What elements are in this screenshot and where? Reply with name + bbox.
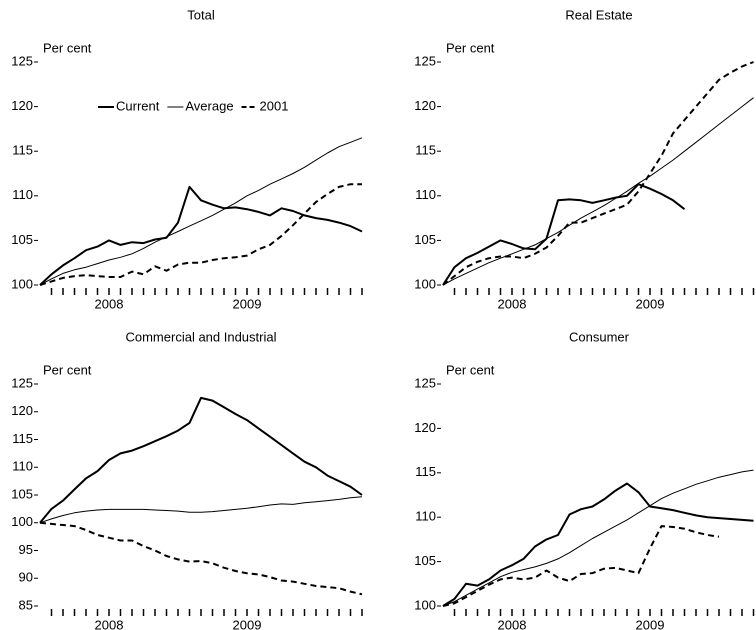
y-tick-label: 100 [414, 276, 436, 291]
y-axis-label: Per cent [43, 362, 92, 377]
y-tick-label: 115 [12, 143, 33, 158]
y-tick-label: 110 [415, 509, 436, 524]
series-line [442, 482, 754, 607]
y-tick-label: 120 [414, 98, 436, 113]
x-tick-label: 2009 [233, 617, 262, 630]
series-line [442, 183, 686, 286]
series-line [39, 396, 363, 524]
panel-title: Commercial and Industrial [125, 329, 276, 344]
y-tick-label: 105 [11, 486, 33, 501]
y-tick-label: 105 [414, 553, 436, 568]
panel-title: Real Estate [565, 7, 632, 22]
series-line [39, 496, 363, 524]
y-tick-label: 125 [414, 375, 436, 390]
y-tick-label: 125 [11, 375, 33, 390]
y-tick-label: 115 [12, 431, 33, 446]
x-tick-label: 2009 [636, 296, 665, 311]
y-tick-label: 115 [415, 464, 436, 479]
y-tick-label: 110 [12, 187, 33, 202]
series-line [39, 137, 363, 286]
series-line [442, 469, 754, 607]
x-tick-label: 2008 [498, 296, 527, 311]
y-tick-label: 95 [19, 542, 33, 557]
x-tick-label: 2008 [498, 617, 527, 630]
y-tick-label: 105 [11, 232, 33, 247]
series-line [39, 521, 363, 596]
series-line [442, 61, 754, 286]
y-tick-label: 85 [19, 597, 33, 612]
series-line [442, 97, 754, 286]
y-tick-label: 115 [415, 143, 436, 158]
series-line [39, 183, 362, 286]
x-tick-label: 2008 [95, 296, 124, 311]
series-line [39, 185, 363, 286]
y-tick-label: 120 [11, 98, 33, 113]
y-axis-label: Per cent [446, 362, 495, 377]
y-tick-label: 120 [11, 403, 33, 418]
y-tick-label: 110 [12, 459, 33, 474]
panel-title: Consumer [569, 329, 630, 344]
legend-label: 2001 [260, 98, 289, 113]
y-tick-label: 125 [414, 53, 436, 68]
y-axis-label: Per cent [43, 40, 92, 55]
y-axis-label: Per cent [446, 40, 495, 55]
y-tick-label: 105 [414, 232, 436, 247]
y-tick-label: 100 [11, 276, 33, 291]
panel-title: Total [187, 7, 215, 22]
legend-label: Average [185, 98, 233, 113]
y-tick-label: 100 [414, 597, 436, 612]
series-line [442, 525, 720, 607]
x-tick-label: 2008 [95, 617, 124, 630]
x-tick-label: 2009 [636, 617, 665, 630]
x-tick-label: 2009 [233, 296, 262, 311]
y-tick-label: 125 [11, 53, 33, 68]
y-tick-label: 90 [19, 570, 33, 585]
legend-label: Current [116, 98, 160, 113]
y-tick-label: 100 [11, 514, 33, 529]
y-tick-label: 120 [414, 420, 436, 435]
y-tick-label: 110 [415, 187, 436, 202]
